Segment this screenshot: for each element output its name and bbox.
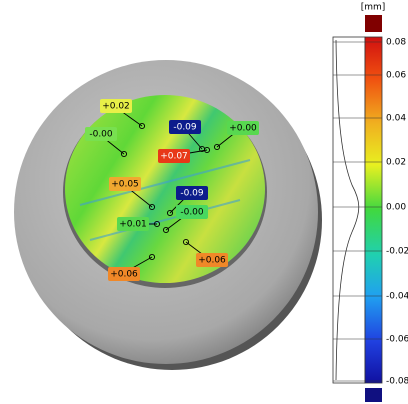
histogram-panel bbox=[333, 37, 365, 383]
deviation-view: +0.02 -0.00 -0.09 +0.00 +0.07 +0.05 -0.09 -0.00… bbox=[0, 0, 408, 404]
annotation-label: +0.06 bbox=[198, 256, 226, 266]
tick-label: 0.00 bbox=[386, 203, 406, 213]
color-bar bbox=[365, 37, 382, 383]
tick-label: 0.04 bbox=[386, 114, 406, 124]
annotation-label: +0.00 bbox=[229, 124, 257, 134]
annotation-label: +0.02 bbox=[102, 102, 130, 112]
annotation-label: +0.06 bbox=[110, 270, 138, 280]
annotation-label: -0.09 bbox=[180, 189, 204, 199]
tick-label: -0.08 bbox=[386, 377, 408, 387]
annotation-label: -0.00 bbox=[89, 130, 113, 140]
tick-label: 0.08 bbox=[386, 38, 406, 48]
tick-label: 0.02 bbox=[386, 158, 406, 168]
annotation-label: -0.09 bbox=[173, 123, 197, 133]
annotation-label: -0.00 bbox=[180, 208, 204, 218]
tick-label: -0.04 bbox=[386, 292, 408, 302]
annotation-label: +0.07 bbox=[160, 152, 188, 162]
tick-label: -0.02 bbox=[386, 247, 408, 257]
tick-label: -0.06 bbox=[386, 335, 408, 345]
annotation-label: +0.01 bbox=[119, 220, 147, 230]
tick-label: 0.06 bbox=[386, 71, 406, 81]
over-range bbox=[365, 15, 382, 32]
annotation-label: +0.05 bbox=[111, 180, 139, 190]
unit-label: [mm] bbox=[361, 3, 386, 13]
under-range bbox=[365, 388, 382, 402]
